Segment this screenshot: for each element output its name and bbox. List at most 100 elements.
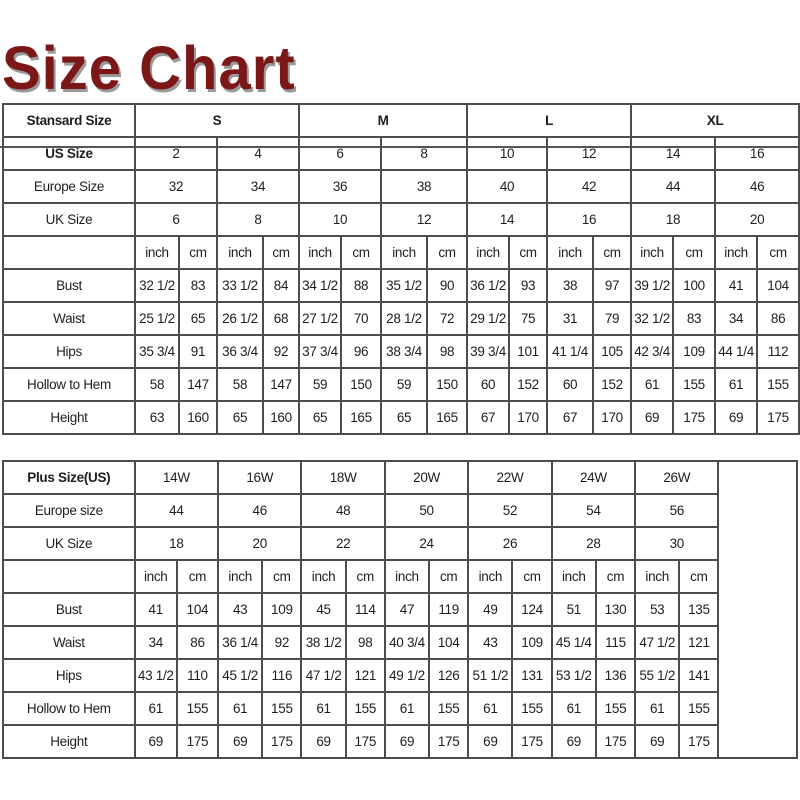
measurement-value: 96 [340,334,383,369]
unit-inch: inch [134,235,180,270]
standard-size-table: Stansard Size S M L XL US Size 2 4 6 8 10 12 14 16 Eur… [2,103,800,435]
measurement-value: 38 3/4 [380,334,429,369]
measurement-value: 135 [678,592,720,627]
size-row: UK Size 18 20 22 24 26 28 30 [2,526,797,561]
unit-inch: inch [546,235,595,270]
measurement-value: 112 [756,334,800,369]
measurement-value: 26 1/2 [216,301,264,336]
size-value: 30 [634,526,720,561]
unit-cm: cm [261,235,301,270]
measurement-value: 47 1/2 [634,625,681,660]
size-row: Europe Size 32 34 36 38 40 42 44 46 [2,169,800,204]
measurement-value: 83 [178,268,218,303]
measurement-row: Height 63 160 65 160 65 165 65 165 67 170 67 170 69 17… [2,400,800,435]
measurement-value: 165 [340,400,383,435]
measurement-value: 121 [678,625,720,660]
unit-inch: inch [217,559,264,594]
measurement-value: 86 [175,625,220,660]
measurement-value: 155 [672,367,717,402]
size-row: UK Size 6 8 10 12 14 16 18 20 [2,202,800,237]
size-value: 8 [380,136,469,171]
measurement-value: 104 [756,268,800,303]
row-label: Europe size [2,493,136,528]
measurement-value: 69 [630,400,675,435]
measurement-value: 60 [466,367,511,402]
measurement-value: 47 [383,592,431,627]
size-value: 14 [466,202,549,237]
measurement-value: 65 [178,301,218,336]
row-label: US Size [2,136,136,171]
measurement-value: 41 [714,268,759,303]
row-label: Waist [2,301,136,336]
measurement-value: 175 [428,724,470,759]
unit-inch: inch [550,559,597,594]
measurement-value: 88 [340,268,383,303]
measurement-value: 36 3/4 [216,334,264,369]
measurement-row: Hips 35 3/4 91 36 3/4 92 37 3/4 96 38 3/4 98 39 3… [2,334,800,369]
measurement-value: 147 [178,367,218,402]
size-value: 6 [298,136,383,171]
size-value: 22 [300,526,386,561]
measurement-row: Waist 34 86 36 1/4 92 38 1/2 98 40 3/4 104 43 109 4… [2,625,797,660]
unit-inch: inch [380,235,429,270]
measurement-value: 114 [344,592,386,627]
measurement-value: 155 [678,691,720,726]
measurement-value: 175 [344,724,386,759]
measurement-value: 141 [678,658,720,693]
row-label: Hollow to Hem [2,367,136,402]
measurement-value: 36 1/4 [217,625,264,660]
measurement-value: 25 1/2 [134,301,180,336]
measurement-value: 69 [467,724,514,759]
measurement-value: 69 [714,400,759,435]
measurement-value: 155 [175,691,220,726]
size-value: 40 [466,169,549,204]
measurement-row: Bust 41 104 43 109 45 114 47 119 49 124 51 130 53 135 [2,592,797,627]
size-value: 20 [217,526,303,561]
measurement-value: 155 [756,367,800,402]
measurement-value: 61 [634,691,681,726]
measurement-value: 170 [508,400,549,435]
size-value: 20 [714,202,800,237]
size-value: 14 [630,136,717,171]
measurement-value: 104 [175,592,220,627]
plus-size-16w: 16W [217,460,303,495]
measurement-value: 97 [592,268,633,303]
measurement-value: 61 [630,367,675,402]
measurement-value: 65 [216,400,264,435]
measurement-value: 43 [217,592,264,627]
size-value: 6 [134,202,218,237]
plus-size-26w: 26W [634,460,720,495]
measurement-value: 67 [546,400,595,435]
unit-cm: cm [344,559,386,594]
row-label-empty [2,559,136,594]
row-label: UK Size [2,526,136,561]
unit-cm: cm [594,559,637,594]
measurement-value: 29 1/2 [466,301,511,336]
measurement-value: 69 [300,724,347,759]
plus-size-20w: 20W [383,460,470,495]
size-value: 10 [466,136,549,171]
size-value: 2 [134,136,218,171]
measurement-value: 155 [261,691,303,726]
measurement-value: 92 [261,625,303,660]
row-label: Height [2,400,136,435]
size-value: 10 [298,202,383,237]
size-row: Europe size 44 46 48 50 52 54 56 [2,493,797,528]
measurement-value: 70 [340,301,383,336]
size-group-m: M [298,103,469,138]
measurement-value: 121 [344,658,386,693]
size-value: 18 [630,202,717,237]
size-value: 44 [630,169,717,204]
row-label: Height [2,724,136,759]
size-value: 32 [134,169,218,204]
page-title: Size Chart [2,34,296,103]
measurement-value: 150 [340,367,383,402]
measurement-value: 124 [511,592,553,627]
measurement-value: 115 [594,625,637,660]
unit-inch: inch [714,235,759,270]
measurement-value: 43 [467,625,514,660]
unit-cm: cm [340,235,383,270]
measurement-value: 136 [594,658,637,693]
measurement-value: 63 [134,400,180,435]
measurement-value: 41 [133,592,178,627]
